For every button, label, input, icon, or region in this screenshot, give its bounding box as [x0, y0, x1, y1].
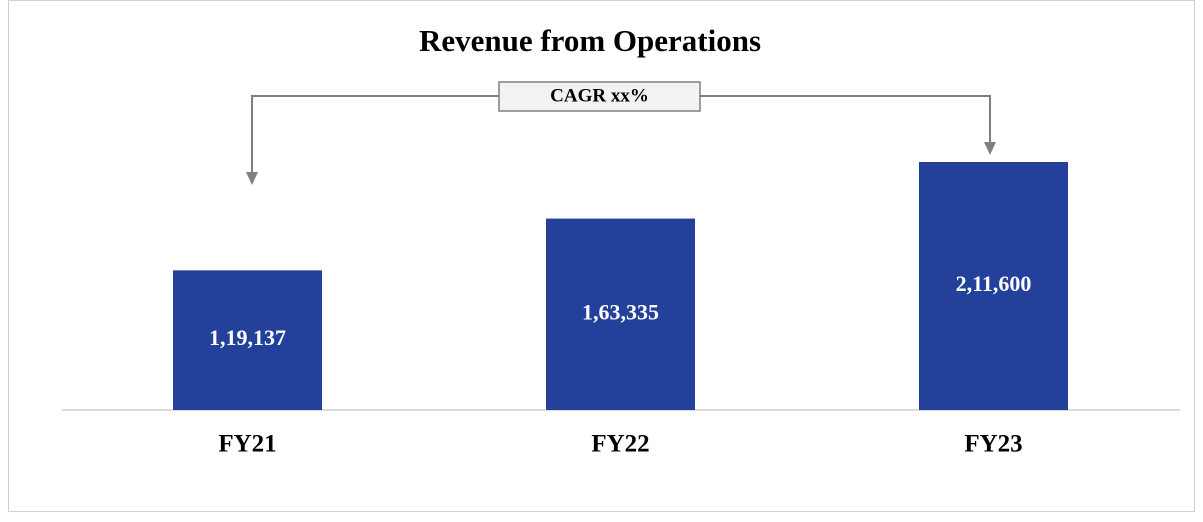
chart-title: Revenue from Operations	[419, 23, 761, 58]
bar	[546, 218, 695, 410]
cagr-bracket	[246, 95, 996, 185]
bar	[173, 270, 322, 410]
annotation: CAGR xx%	[550, 85, 649, 106]
value-label: 1,19,137	[209, 325, 286, 350]
bracket-right	[700, 95, 991, 148]
arrow-head	[246, 172, 258, 185]
value-label: 1,63,335	[582, 299, 659, 324]
x-tick-label: FY22	[591, 431, 649, 458]
x-tick-label: FY21	[218, 431, 276, 458]
value-label: 2,11,600	[956, 271, 1032, 296]
annotation-box	[498, 81, 701, 112]
x-tick-label: FY23	[964, 431, 1022, 458]
bracket-left	[251, 95, 499, 178]
bar	[919, 162, 1068, 410]
arrow-head	[984, 142, 996, 155]
